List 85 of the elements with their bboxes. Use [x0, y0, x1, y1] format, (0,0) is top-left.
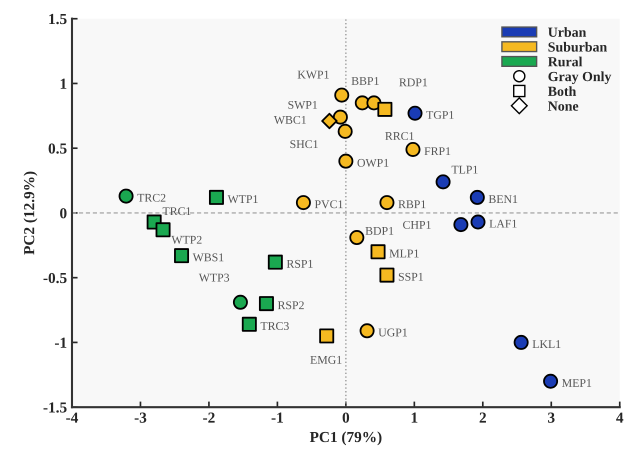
annotation: PVC1	[314, 200, 343, 208]
y-tick-label: -1	[54, 338, 66, 348]
legend-label: Both	[548, 86, 576, 96]
point	[370, 244, 386, 260]
y-tick-label: 1.5	[49, 14, 67, 24]
point	[379, 195, 394, 210]
annotation: RSP2	[278, 301, 304, 310]
annotation: RRC1	[385, 132, 414, 140]
x-tick-label: -3	[134, 412, 146, 423]
legend-label: None	[548, 102, 578, 111]
annotation: WBC1	[274, 116, 306, 124]
point	[436, 174, 451, 190]
annotation: BEN1	[488, 195, 518, 203]
x-tick-label: 3	[548, 412, 555, 423]
point	[118, 188, 134, 204]
annotation: WTP3	[198, 274, 230, 282]
annotation: BDP1	[365, 226, 394, 235]
annotation: TRC3	[260, 322, 289, 330]
y-tick-label: 1	[60, 78, 66, 89]
annotation: MEP1	[562, 379, 592, 387]
point	[377, 102, 392, 117]
annotation: EMG1	[310, 356, 342, 364]
x-tick-label: 0	[342, 412, 350, 423]
legend-label: Urban	[548, 27, 586, 37]
annotation: WBS1	[192, 253, 224, 262]
x-axis-title: PC1 (79%)	[310, 431, 382, 446]
y-tick-label: 0	[60, 208, 67, 218]
point	[208, 190, 224, 205]
point	[338, 154, 354, 169]
point	[360, 323, 375, 338]
annotation: RSP1	[286, 260, 313, 268]
annotation: LKL1	[532, 340, 560, 348]
annotation: SSP1	[398, 272, 423, 281]
annotation: WTP2	[171, 236, 202, 244]
point	[296, 195, 311, 210]
annotation: TGP1	[426, 110, 454, 119]
point	[470, 190, 485, 205]
point	[332, 110, 348, 125]
annotation: SWP1	[288, 100, 318, 109]
x-tick-label: 1	[412, 412, 418, 423]
annotation: KWP1	[298, 70, 329, 79]
point	[379, 268, 394, 283]
annotation: TRC2	[137, 194, 166, 202]
annotation: LAF1	[489, 220, 517, 228]
point	[453, 217, 468, 232]
x-tick-label: -4	[66, 412, 78, 423]
point	[405, 142, 420, 157]
point	[514, 334, 529, 350]
point	[470, 214, 486, 230]
point	[242, 316, 257, 332]
point	[232, 294, 248, 310]
legend-label: Gray Only	[548, 71, 612, 84]
point	[268, 254, 283, 270]
y-axis-title: PC2 (12.9%)	[24, 172, 38, 255]
annotation: MLP1	[389, 250, 419, 258]
annotation: RBP1	[398, 200, 426, 208]
y-tick-label: 0.5	[48, 143, 67, 154]
point	[349, 230, 364, 246]
point	[408, 106, 423, 121]
x-tick-label: 2	[480, 412, 486, 423]
legend-label: Rural	[548, 56, 582, 66]
x-tick-label: -2	[203, 412, 215, 423]
point	[156, 222, 171, 238]
annotation: BBP1	[352, 77, 379, 85]
annotation: TLP1	[452, 166, 478, 174]
annotation: UGP1	[378, 328, 408, 336]
annotation: TRC1	[162, 207, 191, 216]
annotation: FRP1	[424, 147, 450, 156]
annotation: OWP1	[357, 158, 388, 167]
annotation: CHP1	[403, 220, 431, 229]
y-tick-label: -1.5	[44, 402, 67, 413]
point	[258, 296, 274, 312]
point	[543, 374, 558, 389]
annotation: WTP1	[228, 195, 258, 204]
annotation: SHC1	[290, 140, 318, 148]
annotation: RDP1	[399, 78, 428, 86]
point	[338, 124, 353, 139]
y-tick-label: -0.5	[44, 272, 67, 284]
point	[319, 328, 334, 344]
legend-label: Suburban	[548, 42, 607, 52]
point	[321, 112, 338, 130]
x-tick-label: 4	[616, 412, 624, 423]
point	[334, 88, 350, 103]
x-tick-label: -1	[272, 412, 283, 423]
point	[174, 248, 190, 264]
